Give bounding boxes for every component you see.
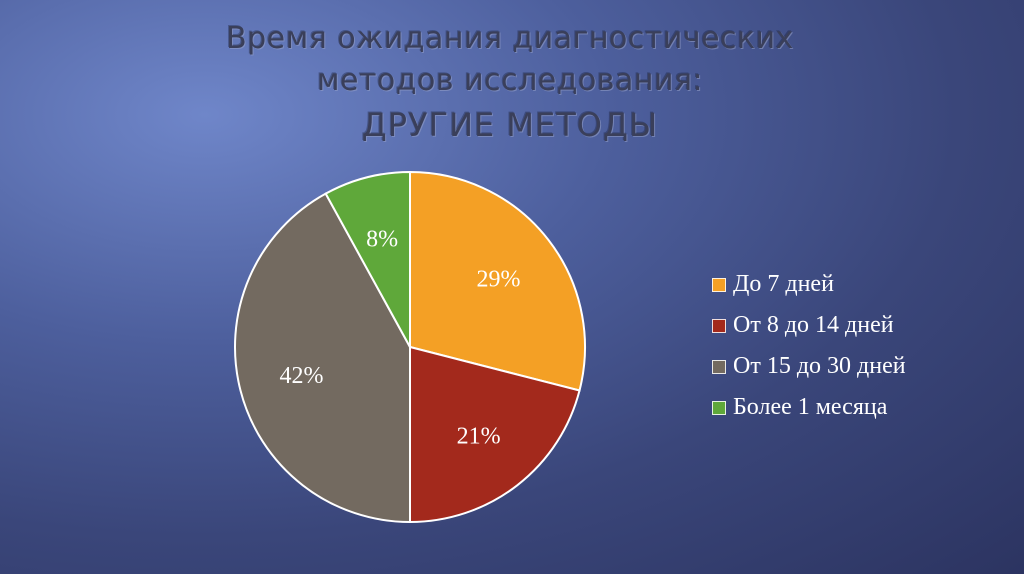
slice-label-2: 21% <box>457 423 501 449</box>
pie-slice-2 <box>409 345 581 524</box>
legend-label: Более 1 месяца <box>733 394 888 420</box>
legend-item: Более 1 месяца <box>712 387 906 428</box>
pie-chart: 29% 21% 42% 8% <box>234 170 586 524</box>
slide-title: Время ожидания диагностических методов и… <box>120 18 900 148</box>
legend-swatch <box>712 277 726 292</box>
legend-label: От 8 до 14 дней <box>733 312 894 338</box>
chart-legend: До 7 дней От 8 до 14 дней От 15 до 30 дней… <box>712 264 906 428</box>
title-line-1: Время ожидания диагностических <box>226 21 794 56</box>
pie-slice-4 <box>324 170 411 348</box>
slice-label-4: 8% <box>366 227 398 253</box>
pie-slice-1 <box>409 170 586 392</box>
pie-slice-3 <box>234 192 411 524</box>
title-line-2: методов исследования: <box>316 63 704 98</box>
legend-item: До 7 дней <box>712 264 906 305</box>
legend-item: От 15 до 30 дней <box>712 346 906 387</box>
legend-item: От 8 до 14 дней <box>712 305 906 346</box>
legend-label: До 7 дней <box>733 271 834 297</box>
title-line-3: ДРУГИЕ МЕТОДЫ <box>361 106 659 144</box>
legend-swatch <box>712 400 726 415</box>
legend-swatch <box>712 318 726 333</box>
slice-label-3: 42% <box>280 363 324 389</box>
legend-label: От 15 до 30 дней <box>733 353 906 379</box>
slice-label-1: 29% <box>476 266 520 292</box>
legend-swatch <box>712 359 726 374</box>
